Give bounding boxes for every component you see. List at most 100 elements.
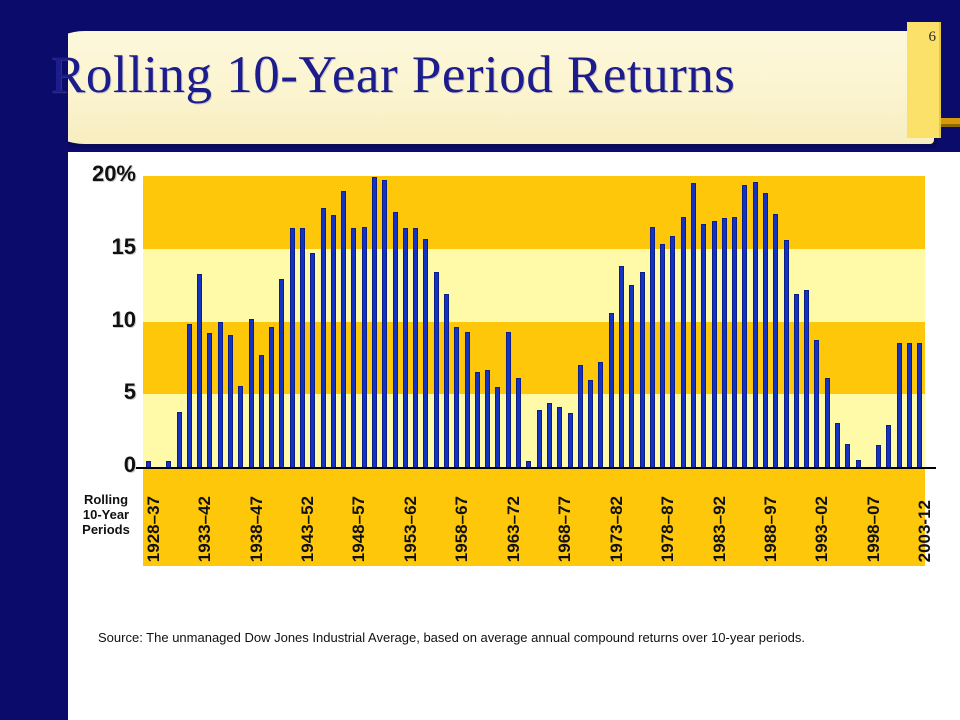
bar — [814, 340, 820, 467]
bar — [310, 253, 316, 467]
bar — [413, 228, 419, 467]
bar — [618, 266, 624, 467]
bar — [186, 324, 192, 467]
bar — [824, 378, 830, 467]
x-tick-label: 1968–77 — [555, 495, 575, 562]
bar — [886, 424, 892, 467]
bar — [855, 459, 861, 467]
y-tick-label: 15 — [111, 233, 136, 259]
bar — [516, 378, 522, 467]
y-tick-label: 5 — [123, 379, 136, 405]
x-tick-label: 1983–92 — [709, 495, 729, 562]
bar — [372, 177, 377, 467]
bar — [690, 183, 696, 467]
bar — [433, 272, 439, 467]
x-tick-label: 2003-12 — [915, 499, 935, 562]
bar — [269, 327, 275, 467]
x-axis-caption-line-2: 10-Year — [82, 507, 130, 522]
x-tick-label: 1958–67 — [452, 495, 472, 562]
bar — [804, 289, 810, 467]
bar — [876, 445, 882, 467]
bar — [649, 226, 655, 467]
bar — [444, 293, 450, 467]
y-tick-label: 0 — [123, 452, 136, 477]
bar — [711, 221, 717, 467]
bar — [567, 413, 573, 467]
bar — [197, 273, 203, 467]
x-axis-caption-line-1: Rolling — [83, 492, 129, 507]
bar — [382, 180, 388, 467]
bar — [495, 386, 501, 467]
chart-container: 20% 15 10 5 0 1928–37 1933–42 1938–47 1943–52 19… — [68, 152, 960, 720]
bar — [783, 240, 789, 467]
bar — [474, 372, 480, 467]
bar — [361, 226, 367, 467]
bar — [721, 218, 727, 467]
y-tick-label: 20% — [91, 161, 136, 186]
bar — [238, 385, 244, 467]
bar — [217, 321, 223, 467]
bar — [464, 331, 470, 467]
bar — [546, 402, 552, 467]
plot-band-0 — [143, 176, 925, 249]
bar — [279, 279, 285, 467]
bar — [773, 213, 779, 467]
bar — [145, 461, 151, 467]
left-accent-band — [0, 0, 68, 720]
x-tick-label: 1973–82 — [606, 495, 626, 562]
title-banner — [28, 31, 934, 144]
bar — [320, 208, 326, 467]
plot-area — [143, 176, 925, 486]
bar — [258, 354, 264, 467]
bar — [742, 184, 748, 467]
x-tick-label: 1963–72 — [503, 495, 523, 562]
x-tick-label: 1943–52 — [297, 495, 317, 562]
bar — [505, 331, 511, 467]
bar — [629, 285, 635, 467]
bar — [299, 228, 305, 467]
x-tick-label: 1993–02 — [812, 495, 832, 562]
y-axis-labels: 20% 15 10 5 0 — [68, 152, 140, 492]
bar — [341, 190, 347, 467]
bar — [752, 181, 758, 467]
x-axis-band: 1928–37 1933–42 1938–47 1943–52 1948–57 1953–… — [143, 469, 934, 566]
bar — [423, 238, 429, 467]
bar — [289, 228, 295, 467]
bar — [845, 443, 851, 467]
bar — [207, 333, 213, 467]
zero-axis-line — [136, 467, 936, 469]
x-tick-label: 1978–87 — [658, 495, 678, 562]
bar — [608, 312, 614, 467]
y-tick-label: 10 — [111, 306, 136, 332]
bar — [526, 461, 532, 467]
bar-series — [143, 176, 925, 486]
x-tick-label: 1948–57 — [349, 495, 369, 562]
bar — [793, 293, 799, 467]
bar — [670, 235, 676, 467]
bar — [392, 212, 398, 467]
page-title: Rolling 10-Year Period Returns — [50, 46, 736, 104]
slide-number: 6 — [928, 29, 937, 45]
bar — [896, 343, 902, 467]
x-tick-label: 1938–47 — [246, 495, 266, 562]
bar — [701, 224, 707, 467]
x-tick-label: 1933–42 — [195, 495, 215, 562]
bar — [732, 216, 738, 467]
bar — [763, 193, 768, 467]
bar — [557, 407, 563, 467]
bar — [536, 410, 542, 467]
bar — [577, 365, 583, 467]
bar — [351, 228, 357, 467]
x-tick-label: 1928–37 — [143, 495, 163, 562]
bar — [330, 215, 336, 467]
bar — [485, 369, 491, 467]
bar — [907, 343, 913, 467]
x-tick-label: 1988–97 — [761, 495, 780, 562]
x-axis-caption-line-3: Periods — [82, 522, 130, 537]
source-note: Source: The unmanaged Dow Jones Industri… — [98, 630, 806, 645]
bar — [917, 343, 923, 467]
bar — [598, 362, 604, 467]
x-tick-label: 1953–62 — [400, 495, 420, 562]
bar — [588, 379, 594, 467]
